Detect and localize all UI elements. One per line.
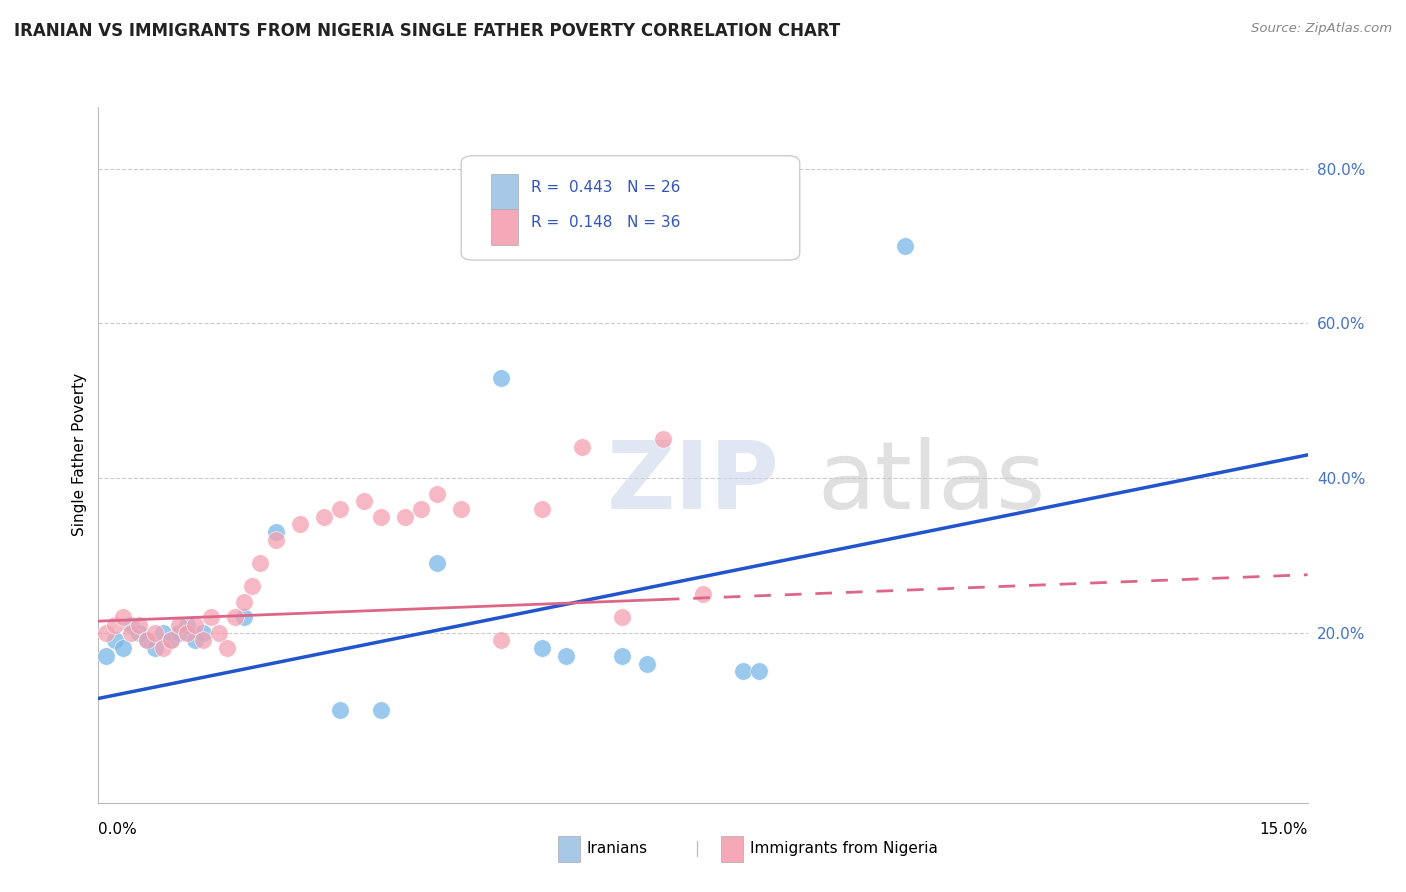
Point xyxy=(530,502,553,516)
Text: R =  0.148   N = 36: R = 0.148 N = 36 xyxy=(531,215,681,230)
Point xyxy=(167,625,190,640)
Point xyxy=(394,509,416,524)
Text: IRANIAN VS IMMIGRANTS FROM NIGERIA SINGLE FATHER POVERTY CORRELATION CHART: IRANIAN VS IMMIGRANTS FROM NIGERIA SINGL… xyxy=(14,22,841,40)
Point xyxy=(249,556,271,570)
Text: Immigrants from Nigeria: Immigrants from Nigeria xyxy=(751,841,938,856)
Point xyxy=(103,633,125,648)
Text: R =  0.443   N = 26: R = 0.443 N = 26 xyxy=(531,179,681,194)
Point xyxy=(329,502,352,516)
Point xyxy=(176,625,198,640)
Point xyxy=(167,618,190,632)
FancyBboxPatch shape xyxy=(492,209,517,244)
Point xyxy=(288,517,311,532)
Point xyxy=(160,633,183,648)
Point xyxy=(176,618,198,632)
Point xyxy=(103,618,125,632)
Point xyxy=(96,648,118,663)
Point xyxy=(450,502,472,516)
Point xyxy=(571,440,593,454)
FancyBboxPatch shape xyxy=(721,836,742,862)
Point xyxy=(692,587,714,601)
Point xyxy=(893,239,915,253)
FancyBboxPatch shape xyxy=(492,174,517,210)
Point xyxy=(120,625,142,640)
Text: Iranians: Iranians xyxy=(586,841,648,856)
Point xyxy=(184,633,207,648)
Point xyxy=(135,633,157,648)
Point xyxy=(232,595,254,609)
Point xyxy=(530,641,553,656)
Point xyxy=(264,533,287,547)
Point xyxy=(491,370,513,384)
Point xyxy=(120,618,142,632)
Text: 15.0%: 15.0% xyxy=(1260,822,1308,837)
Point xyxy=(111,610,134,624)
FancyBboxPatch shape xyxy=(461,156,800,260)
FancyBboxPatch shape xyxy=(558,836,579,862)
Point xyxy=(491,633,513,648)
Point xyxy=(426,556,449,570)
Y-axis label: Single Father Poverty: Single Father Poverty xyxy=(72,374,87,536)
Text: ZIP: ZIP xyxy=(606,437,779,529)
Point xyxy=(748,665,770,679)
Point xyxy=(143,641,166,656)
Point xyxy=(426,486,449,500)
Point xyxy=(370,703,392,717)
Point xyxy=(128,625,150,640)
Point xyxy=(329,703,352,717)
Point xyxy=(128,618,150,632)
Point xyxy=(232,610,254,624)
Point xyxy=(160,633,183,648)
Text: Source: ZipAtlas.com: Source: ZipAtlas.com xyxy=(1251,22,1392,36)
Point xyxy=(636,657,658,671)
Point xyxy=(733,665,755,679)
Point xyxy=(217,641,239,656)
Point xyxy=(555,648,578,663)
Point xyxy=(240,579,263,593)
Point xyxy=(152,641,174,656)
Point xyxy=(135,633,157,648)
Text: atlas: atlas xyxy=(818,437,1046,529)
Point xyxy=(314,509,336,524)
Point xyxy=(208,625,231,640)
Point xyxy=(409,502,432,516)
Point xyxy=(224,610,246,624)
Point xyxy=(370,509,392,524)
Point xyxy=(612,648,634,663)
Point xyxy=(152,625,174,640)
Point xyxy=(193,633,215,648)
Point xyxy=(264,525,287,540)
Point xyxy=(193,625,215,640)
Point xyxy=(143,625,166,640)
Point xyxy=(111,641,134,656)
Point xyxy=(651,433,673,447)
Point xyxy=(184,618,207,632)
Point xyxy=(200,610,222,624)
Point xyxy=(612,610,634,624)
Text: |: | xyxy=(695,841,700,856)
Point xyxy=(96,625,118,640)
Point xyxy=(353,494,375,508)
Text: 0.0%: 0.0% xyxy=(98,822,138,837)
